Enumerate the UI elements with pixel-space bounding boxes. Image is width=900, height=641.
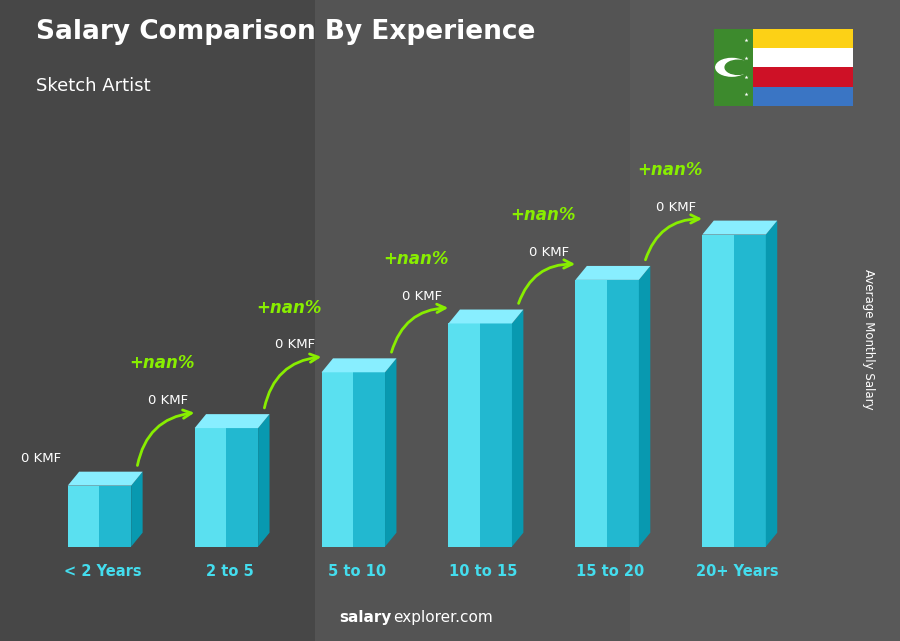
Circle shape	[716, 58, 748, 76]
Polygon shape	[702, 235, 734, 547]
Polygon shape	[354, 372, 385, 547]
Bar	[315, 0, 630, 641]
Text: 15 to 20: 15 to 20	[577, 564, 644, 579]
Text: 0 KMF: 0 KMF	[148, 394, 188, 407]
Bar	[0, 0, 315, 641]
Text: 20+ Years: 20+ Years	[697, 564, 778, 579]
Text: 10 to 15: 10 to 15	[449, 564, 518, 579]
Polygon shape	[227, 428, 258, 547]
Text: +nan%: +nan%	[130, 354, 195, 372]
Polygon shape	[321, 358, 397, 372]
Text: 0 KMF: 0 KMF	[402, 290, 442, 303]
Polygon shape	[321, 372, 354, 547]
Text: 0 KMF: 0 KMF	[275, 338, 315, 351]
Text: +nan%: +nan%	[256, 299, 322, 317]
Polygon shape	[702, 221, 778, 235]
Polygon shape	[512, 310, 524, 547]
Text: +nan%: +nan%	[637, 161, 703, 179]
Text: Salary Comparison By Experience: Salary Comparison By Experience	[36, 19, 536, 46]
Polygon shape	[752, 48, 853, 67]
Polygon shape	[752, 67, 853, 87]
Circle shape	[725, 60, 751, 74]
Text: 5 to 10: 5 to 10	[328, 564, 386, 579]
Polygon shape	[194, 414, 269, 428]
Text: 0 KMF: 0 KMF	[656, 201, 696, 213]
Text: +nan%: +nan%	[510, 206, 576, 224]
Text: Average Monthly Salary: Average Monthly Salary	[862, 269, 875, 410]
Polygon shape	[481, 324, 512, 547]
Text: 2 to 5: 2 to 5	[206, 564, 254, 579]
Polygon shape	[131, 472, 142, 547]
Polygon shape	[385, 358, 397, 547]
Text: explorer.com: explorer.com	[393, 610, 493, 625]
Text: Sketch Artist: Sketch Artist	[36, 77, 150, 95]
Polygon shape	[734, 235, 766, 547]
Polygon shape	[608, 280, 639, 547]
Text: < 2 Years: < 2 Years	[64, 564, 141, 579]
Polygon shape	[194, 428, 227, 547]
Polygon shape	[752, 29, 853, 48]
Text: +nan%: +nan%	[383, 250, 449, 268]
Polygon shape	[575, 266, 651, 280]
Polygon shape	[448, 324, 481, 547]
Polygon shape	[68, 486, 100, 547]
Polygon shape	[448, 310, 524, 324]
Polygon shape	[575, 280, 608, 547]
Polygon shape	[258, 414, 269, 547]
Text: 0 KMF: 0 KMF	[22, 452, 61, 465]
Polygon shape	[68, 472, 142, 486]
Polygon shape	[100, 486, 131, 547]
Polygon shape	[752, 87, 853, 106]
Polygon shape	[714, 29, 752, 106]
Bar	[630, 0, 900, 641]
Polygon shape	[639, 266, 651, 547]
Text: 0 KMF: 0 KMF	[529, 246, 569, 259]
Text: salary: salary	[339, 610, 392, 625]
Polygon shape	[766, 221, 778, 547]
